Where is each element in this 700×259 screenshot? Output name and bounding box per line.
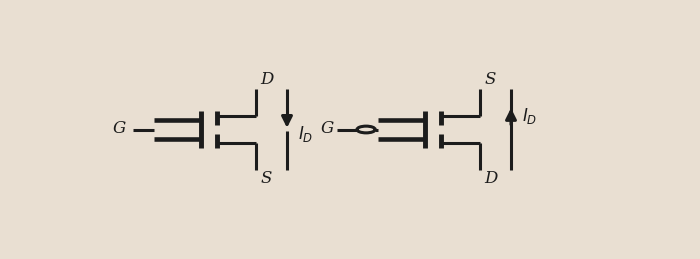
Text: G: G (113, 120, 125, 138)
Text: S: S (260, 170, 272, 187)
Text: D: D (260, 71, 274, 88)
Text: $I_D$: $I_D$ (522, 106, 537, 126)
Text: D: D (484, 170, 498, 187)
Text: G: G (321, 120, 334, 138)
Text: $I_D$: $I_D$ (298, 124, 313, 144)
Text: S: S (484, 71, 496, 88)
